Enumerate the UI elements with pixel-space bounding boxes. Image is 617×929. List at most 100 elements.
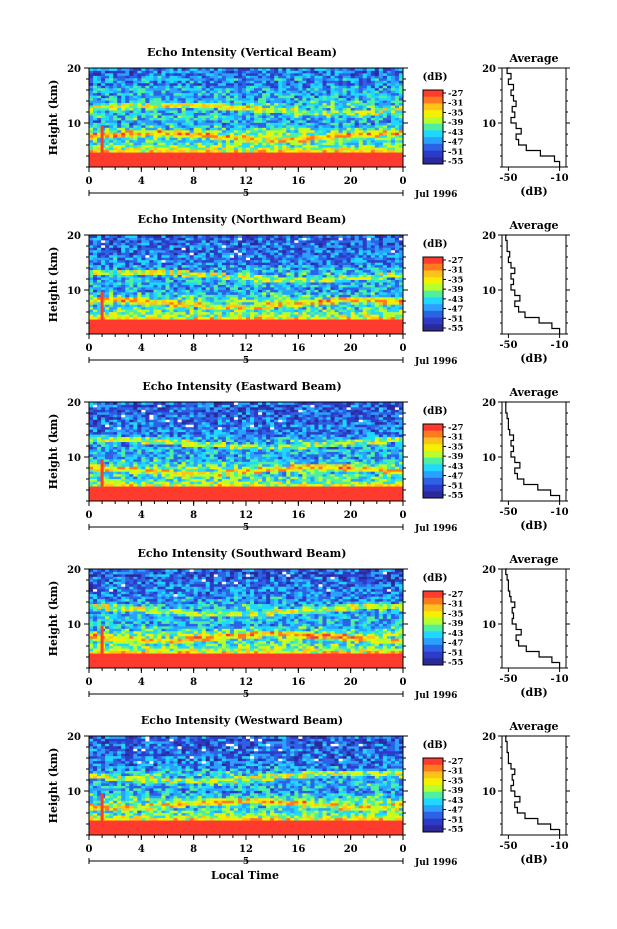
heatmap-cell — [386, 289, 392, 293]
heatmap-cell — [189, 110, 195, 113]
heatmap-cell — [358, 127, 364, 131]
heatmap-cell — [201, 124, 207, 128]
heatmap-cell — [133, 329, 138, 332]
heatmap-cell — [169, 294, 174, 298]
heatmap-cell — [89, 159, 94, 163]
heatmap-cell — [310, 100, 315, 104]
heatmap-cell — [294, 164, 299, 168]
heatmap-cell — [322, 294, 327, 298]
heatmap-cell — [169, 149, 174, 153]
heatmap-cell — [314, 164, 319, 168]
heatmap-cell — [137, 122, 142, 126]
heatmap-cell — [165, 311, 170, 315]
heatmap-cell — [274, 105, 279, 109]
heatmap-cell — [137, 70, 142, 74]
heatmap-cell — [213, 321, 219, 325]
heatmap-cell — [161, 115, 166, 118]
heatmap-cell — [93, 137, 98, 141]
heatmap-cell — [374, 72, 380, 76]
heatmap-cell — [314, 284, 319, 288]
heatmap-cell — [105, 329, 110, 332]
heatmap-cell — [201, 95, 207, 99]
heatmap-cell — [246, 122, 251, 126]
heatmap-cell — [322, 152, 327, 156]
heatmap-cell — [342, 324, 348, 327]
heatmap-cell — [89, 164, 94, 168]
heatmap-cell — [209, 87, 215, 91]
heatmap-cell — [113, 129, 118, 133]
heatmap-cell — [270, 299, 275, 303]
heatmap-cell — [338, 329, 344, 332]
heatmap-cell — [346, 279, 352, 283]
heatmap-cell — [362, 316, 368, 320]
heatmap-cell — [189, 314, 195, 318]
heatmap-cell — [298, 162, 303, 165]
heatmap-cell — [330, 154, 335, 158]
heatmap-cell — [141, 284, 146, 288]
heatmap-cell — [105, 134, 110, 138]
heatmap-cell — [181, 112, 187, 116]
heatmap-cell — [225, 147, 231, 151]
heatmap-cell — [173, 95, 178, 99]
heatmap-cell — [113, 331, 118, 335]
heatmap-cell — [354, 102, 360, 106]
heatmap-cell — [366, 80, 372, 84]
heatmap-cell — [314, 154, 319, 158]
heatmap-cell — [362, 309, 368, 313]
heatmap-cell — [213, 105, 219, 109]
heatmap-cell — [394, 331, 400, 335]
heatmap-cell — [386, 284, 392, 288]
heatmap-cell — [382, 319, 388, 323]
heatmap-cell — [342, 316, 348, 320]
heatmap-cell — [298, 294, 303, 298]
heatmap-cell — [330, 144, 335, 148]
heatmap-cell — [298, 329, 303, 332]
heatmap-cell — [173, 117, 178, 121]
heatmap-cell — [322, 129, 327, 133]
heatmap-cell — [362, 157, 368, 160]
heatmap-cell — [129, 301, 134, 305]
heatmap-cell — [342, 134, 348, 138]
heatmap-cell — [330, 119, 335, 123]
heatmap-cell — [225, 314, 231, 318]
heatmap-cell — [394, 139, 400, 143]
heatmap-cell — [209, 279, 215, 283]
heatmap-cell — [153, 90, 158, 94]
heatmap-cell — [117, 105, 122, 109]
heatmap-cell — [217, 112, 223, 116]
heatmap-cell — [229, 127, 235, 131]
heatmap-cell — [121, 309, 126, 313]
heatmap-cell — [121, 139, 126, 143]
heatmap-cell — [121, 142, 126, 146]
heatmap-cell — [101, 70, 106, 74]
heatmap-cell — [113, 314, 118, 318]
heatmap-cell — [189, 147, 195, 151]
heatmap-cell — [314, 286, 319, 290]
heatmap-cell — [189, 306, 195, 310]
heatmap-cell — [394, 115, 400, 118]
heatmap-cell — [141, 95, 146, 99]
heatmap-cell — [378, 68, 384, 71]
heatmap-cell — [286, 331, 291, 335]
heatmap-cell — [209, 291, 215, 295]
heatmap-cell — [266, 291, 271, 295]
heatmap-cell — [346, 68, 352, 71]
heatmap-cell — [229, 70, 235, 74]
heatmap-cell — [113, 80, 118, 84]
heatmap-cell — [322, 75, 327, 79]
heatmap-cell — [286, 291, 291, 295]
heatmap-cell — [169, 139, 174, 143]
heatmap-cell — [354, 159, 360, 163]
heatmap-cell — [117, 319, 122, 323]
heatmap-cell — [93, 75, 98, 79]
heatmap-cell — [185, 279, 191, 283]
heatmap-cell — [213, 304, 219, 308]
heatmap-cell — [250, 282, 255, 285]
heatmap-cell — [290, 102, 295, 106]
heatmap-cell — [165, 80, 170, 84]
heatmap-cell — [270, 110, 275, 113]
heatmap-cell — [310, 309, 315, 313]
heatmap-cell — [350, 75, 356, 79]
heatmap-cell — [165, 306, 170, 310]
heatmap-cell — [366, 68, 372, 71]
